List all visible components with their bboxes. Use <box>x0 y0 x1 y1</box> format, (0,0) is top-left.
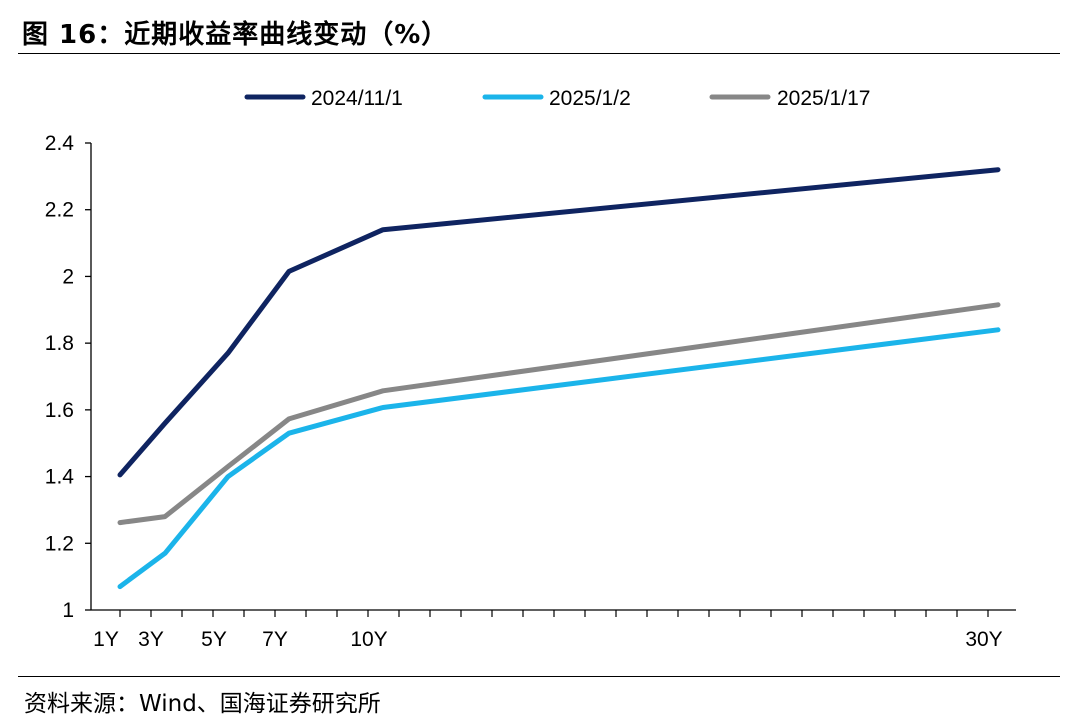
y-tick-labels: 1 1.2 1.4 1.6 1.8 2 2.2 2.4 <box>45 132 75 622</box>
x-tick-label: 10Y <box>350 628 387 651</box>
x-tick-labels: 1Y 3Y 5Y 7Y 10Y 30Y <box>93 628 1003 651</box>
x-tick-label: 30Y <box>965 628 1002 651</box>
y-tick-label: 1 <box>62 599 74 622</box>
axes <box>85 142 1016 617</box>
series-line-3 <box>117 302 1001 526</box>
y-tick-label: 1.6 <box>45 399 74 422</box>
x-tick-label: 3Y <box>138 628 164 651</box>
x-tick-label: 5Y <box>201 628 227 651</box>
source-note: 资料来源：Wind、国海证券研究所 <box>24 691 381 717</box>
series-line-2 <box>117 327 1001 590</box>
bottom-rule <box>18 676 1060 677</box>
x-tick-label: 1Y <box>93 628 119 651</box>
y-tick-label: 2.2 <box>45 199 74 222</box>
legend-label-1: 2024/11/1 <box>311 87 403 110</box>
y-tick-label: 2 <box>62 265 74 288</box>
y-tick-label: 1.2 <box>45 532 74 555</box>
y-tick-label: 1.8 <box>45 332 74 355</box>
figure-title: 图 16：近期收益率曲线变动（%） <box>22 20 449 50</box>
legend: 2024/11/1 2025/1/2 2025/1/17 <box>244 87 870 110</box>
top-rule <box>18 53 1060 54</box>
legend-label-3: 2025/1/17 <box>777 87 870 110</box>
y-tick-label: 2.4 <box>45 132 75 155</box>
y-tick-label: 1.4 <box>45 466 75 489</box>
legend-label-2: 2025/1/2 <box>549 87 631 110</box>
series-line-1 <box>117 167 1001 478</box>
x-tick-label: 7Y <box>262 628 288 651</box>
series-lines <box>117 167 1001 590</box>
